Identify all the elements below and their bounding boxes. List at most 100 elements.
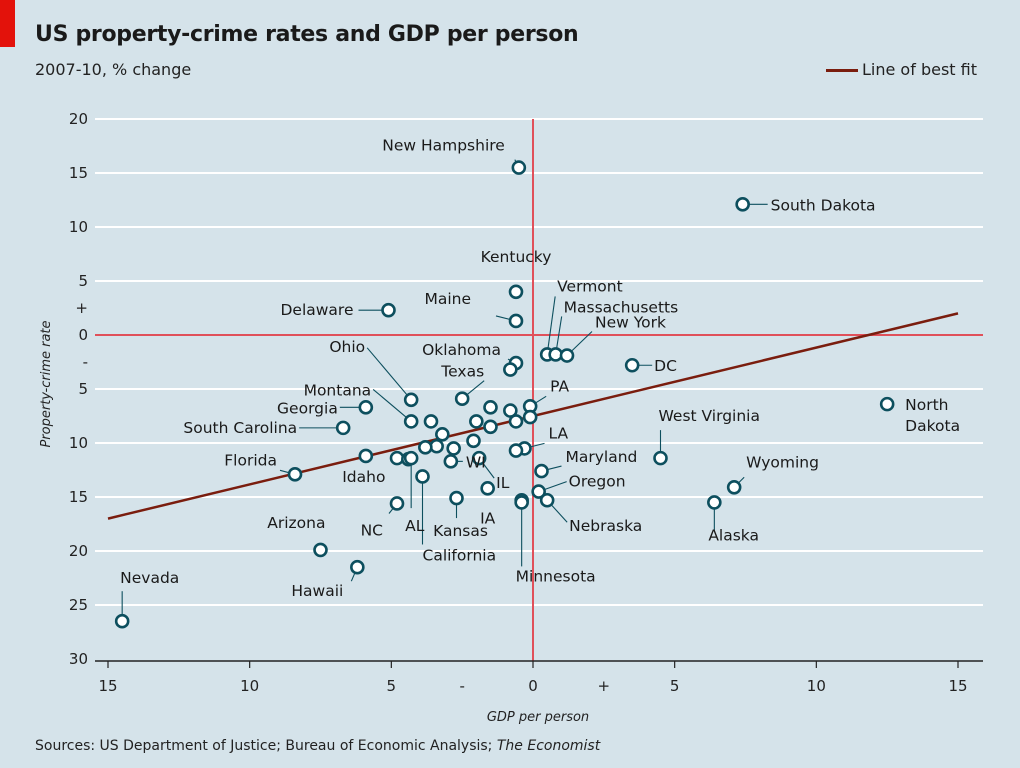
point-label: North bbox=[905, 396, 948, 414]
data-point bbox=[415, 469, 430, 484]
x-tick-label: - bbox=[459, 677, 464, 695]
x-tick-label: 0 bbox=[528, 677, 538, 695]
data-point bbox=[423, 414, 439, 429]
chart-title: US property-crime rates and GDP per pers… bbox=[35, 22, 579, 47]
point-label: Kentucky bbox=[481, 248, 552, 266]
y-tick-label: 10 bbox=[69, 218, 88, 236]
data-point bbox=[403, 414, 419, 429]
data-point bbox=[449, 490, 464, 506]
point-label: California bbox=[423, 546, 497, 564]
point-label: Kansas bbox=[433, 522, 488, 540]
data-point bbox=[469, 414, 484, 429]
data-point bbox=[313, 542, 328, 558]
x-tick-label: 10 bbox=[240, 677, 259, 695]
legend-label: Line of best fit bbox=[862, 60, 977, 79]
y-tick-label: 10 bbox=[69, 434, 88, 452]
label-leader bbox=[366, 347, 412, 401]
data-point bbox=[522, 409, 538, 425]
data-point bbox=[483, 400, 498, 415]
y-tick-label: 5 bbox=[78, 272, 88, 290]
data-point bbox=[443, 454, 459, 469]
data-points bbox=[114, 160, 895, 629]
point-label: Florida bbox=[224, 451, 277, 469]
point-label: PA bbox=[550, 377, 569, 395]
data-point bbox=[114, 613, 130, 629]
source-note: Sources: US Department of Justice; Burea… bbox=[35, 738, 600, 754]
data-point bbox=[466, 433, 481, 449]
data-point bbox=[435, 427, 450, 442]
point-label: Arizona bbox=[267, 514, 325, 532]
brand-tab bbox=[0, 0, 15, 47]
x-tick-label: + bbox=[598, 677, 611, 695]
point-label: Maryland bbox=[566, 448, 638, 466]
point-label: Ohio bbox=[329, 338, 365, 356]
point-label: New York bbox=[595, 314, 666, 332]
point-label: South Dakota bbox=[771, 196, 876, 214]
point-label: Dakota bbox=[905, 417, 960, 435]
data-point bbox=[508, 414, 524, 429]
source-italic: The Economist bbox=[496, 738, 601, 754]
point-label: Oregon bbox=[569, 473, 626, 491]
source-text: Sources: US Department of Justice; Burea… bbox=[35, 738, 497, 754]
data-point bbox=[358, 448, 374, 464]
data-point bbox=[403, 450, 419, 466]
point-label: WI bbox=[466, 453, 486, 471]
y-axis: 20 15 10 5 +0 - 5 10 15 20 25 30 bbox=[69, 110, 88, 668]
y-tick-label: 15 bbox=[69, 488, 88, 506]
data-point bbox=[403, 392, 419, 408]
y-tick-label: 0 bbox=[78, 326, 88, 344]
grid-lines bbox=[95, 118, 983, 606]
y-axis-title: Property-crime rate bbox=[39, 320, 54, 447]
data-point bbox=[511, 160, 527, 175]
data-point bbox=[454, 391, 470, 407]
data-point bbox=[539, 492, 555, 508]
zero-lines bbox=[95, 119, 983, 661]
data-point bbox=[358, 400, 374, 415]
legend-swatch bbox=[826, 69, 858, 72]
data-point bbox=[707, 495, 722, 510]
point-label: NC bbox=[361, 521, 383, 539]
y-tick-label: 5 bbox=[78, 380, 88, 398]
point-label: New Hampshire bbox=[382, 137, 505, 155]
data-point bbox=[531, 484, 546, 499]
x-tick-label: 5 bbox=[387, 677, 397, 695]
point-label: West Virginia bbox=[659, 407, 760, 425]
data-point bbox=[335, 420, 351, 436]
y-tick-label: 20 bbox=[69, 542, 88, 560]
x-tick-label: 10 bbox=[807, 677, 826, 695]
data-point bbox=[879, 396, 895, 412]
data-point bbox=[559, 348, 575, 363]
x-tick-label: 15 bbox=[948, 677, 967, 695]
data-point bbox=[508, 284, 524, 300]
point-label: Maine bbox=[424, 290, 471, 308]
point-label: South Carolina bbox=[183, 419, 297, 437]
point-label: Delaware bbox=[280, 301, 353, 319]
data-point bbox=[446, 441, 461, 456]
data-point bbox=[653, 450, 668, 466]
point-label: Oklahoma bbox=[422, 341, 501, 359]
point-label: IA bbox=[480, 509, 496, 527]
data-point bbox=[287, 467, 303, 482]
point-label: Vermont bbox=[557, 277, 623, 295]
chart-subtitle: 2007-10, % change bbox=[35, 60, 192, 79]
point-label: LA bbox=[549, 424, 569, 442]
data-point bbox=[508, 443, 524, 458]
y-tick-label: - bbox=[83, 353, 88, 371]
label-leader bbox=[372, 388, 412, 422]
data-point bbox=[508, 313, 524, 329]
point-label: Wyoming bbox=[746, 453, 819, 471]
point-label: Nevada bbox=[120, 569, 179, 587]
point-label: AL bbox=[405, 517, 425, 535]
data-point bbox=[389, 496, 405, 511]
data-point bbox=[480, 481, 495, 496]
y-tick-label: + bbox=[75, 299, 88, 317]
data-point bbox=[735, 197, 750, 212]
y-tick-label: 25 bbox=[69, 596, 88, 614]
data-point bbox=[418, 440, 433, 455]
x-tick-label: 15 bbox=[98, 677, 117, 695]
data-point bbox=[624, 357, 640, 373]
point-label: Montana bbox=[304, 381, 372, 399]
data-point bbox=[514, 495, 529, 510]
point-label: Georgia bbox=[277, 399, 338, 417]
point-label: Alaska bbox=[708, 526, 759, 544]
